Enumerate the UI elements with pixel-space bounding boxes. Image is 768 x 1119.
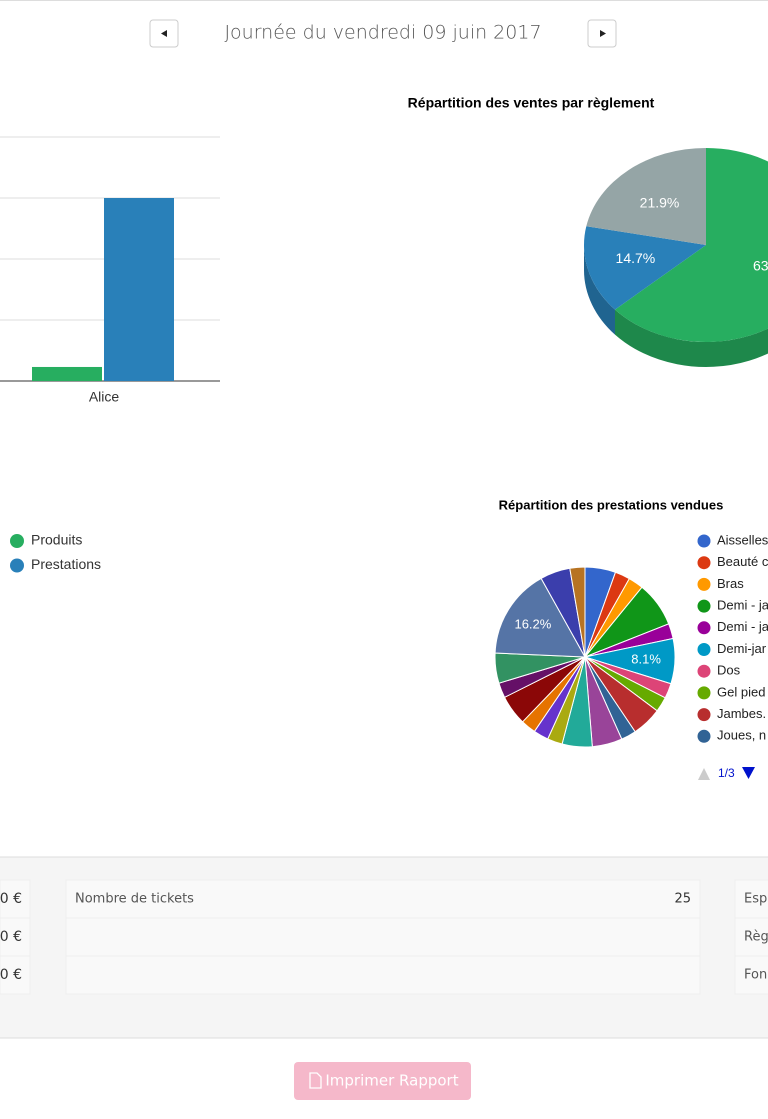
- legend-swatch: [697, 729, 711, 743]
- summary-table: 0 € Esp 0 € Règ 0 € Fon Nombre de tickets 25: [0, 879, 768, 995]
- legend-next: [742, 767, 755, 779]
- bar: [32, 366, 102, 381]
- legend-swatch: [697, 686, 711, 700]
- legend-label: Demi - ja: [717, 598, 768, 613]
- cell: [734, 955, 768, 995]
- chart-title: Répartition des ventes par règlement: [408, 95, 655, 111]
- legend-swatch: [10, 558, 24, 573]
- cell: [65, 955, 701, 995]
- legend-label: Bras: [717, 576, 744, 591]
- slice-label: 14.7%: [616, 250, 656, 266]
- legend-swatch: [10, 534, 24, 548]
- pie-slice: [494, 577, 586, 658]
- cell: [65, 879, 701, 919]
- legend-label: Gel pied: [717, 684, 765, 699]
- legend-label: Joues, n: [717, 728, 766, 743]
- slice-label: 16.2%: [514, 616, 551, 631]
- pie-slice: [569, 566, 586, 658]
- file-icon: [309, 1072, 322, 1089]
- cell: [734, 917, 768, 957]
- legend-swatch: [697, 599, 711, 613]
- legend-swatch: [697, 534, 711, 548]
- x-tick-label: Alice: [89, 389, 120, 405]
- pie-side: [584, 245, 615, 335]
- label: Fon: [744, 968, 767, 983]
- slice-label: 21.9%: [640, 194, 680, 210]
- label: Nombre de tickets: [75, 892, 194, 907]
- legend-swatch: [697, 643, 711, 656]
- legend-label: Demi - ja: [717, 619, 768, 634]
- cell: [0, 879, 31, 919]
- legend-label: Demi-jar: [717, 641, 767, 656]
- legend-swatch: [697, 577, 711, 591]
- legend-page: 1/3: [718, 766, 735, 780]
- pie-slice: [583, 226, 706, 310]
- cell: [65, 917, 701, 957]
- bar: [104, 198, 174, 381]
- legend-label: Aisselles: [717, 532, 768, 547]
- slice-label: 8.1%: [631, 651, 661, 666]
- amount: 0 €: [0, 891, 22, 907]
- next-icon: [600, 30, 606, 37]
- legend-label: Beauté c: [717, 554, 768, 569]
- legend-label: Jambes.: [717, 706, 766, 721]
- pie-slice: [586, 148, 706, 245]
- amount: 0 €: [0, 967, 22, 983]
- legend-prev: [698, 768, 710, 780]
- chart-title: Répartition des prestations vendues: [499, 497, 724, 512]
- print-label: Imprimer Rapport: [325, 1072, 458, 1090]
- legend-label: Prestations: [31, 556, 101, 572]
- legend-label: Dos: [717, 663, 741, 678]
- legend-swatch: [697, 556, 711, 570]
- pie-slice: [614, 148, 768, 342]
- pie-side: [614, 309, 768, 367]
- legend-swatch: [697, 664, 711, 678]
- legend-swatch: [697, 708, 711, 722]
- legend-swatch: [697, 621, 711, 635]
- prev-icon: [161, 30, 167, 37]
- slice-label: 63.4%: [753, 258, 768, 274]
- value: 25: [674, 892, 691, 907]
- label: Esp: [744, 892, 767, 907]
- day-title: Journée du vendredi 09 juin 2017: [224, 22, 541, 44]
- legend-label: Produits: [31, 532, 82, 548]
- cell: [0, 955, 31, 995]
- label: Règ: [744, 930, 768, 945]
- print-button[interactable]: [294, 1062, 471, 1100]
- amount: 0 €: [0, 929, 22, 945]
